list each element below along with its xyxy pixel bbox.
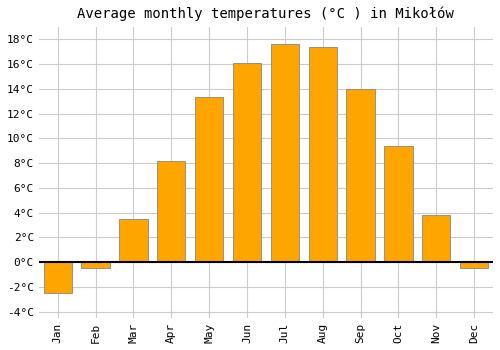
Bar xyxy=(270,44,299,262)
Bar xyxy=(233,63,261,262)
Bar xyxy=(119,219,148,262)
Title: Average monthly temperatures (°C ) in Mikołów: Average monthly temperatures (°C ) in Mi… xyxy=(78,7,454,21)
Bar xyxy=(384,146,412,262)
Bar xyxy=(195,97,224,262)
Bar xyxy=(157,161,186,262)
Bar xyxy=(82,262,110,268)
Bar xyxy=(460,262,488,268)
Bar xyxy=(346,89,375,262)
Bar xyxy=(44,262,72,293)
Bar xyxy=(422,215,450,262)
Bar xyxy=(308,47,337,262)
